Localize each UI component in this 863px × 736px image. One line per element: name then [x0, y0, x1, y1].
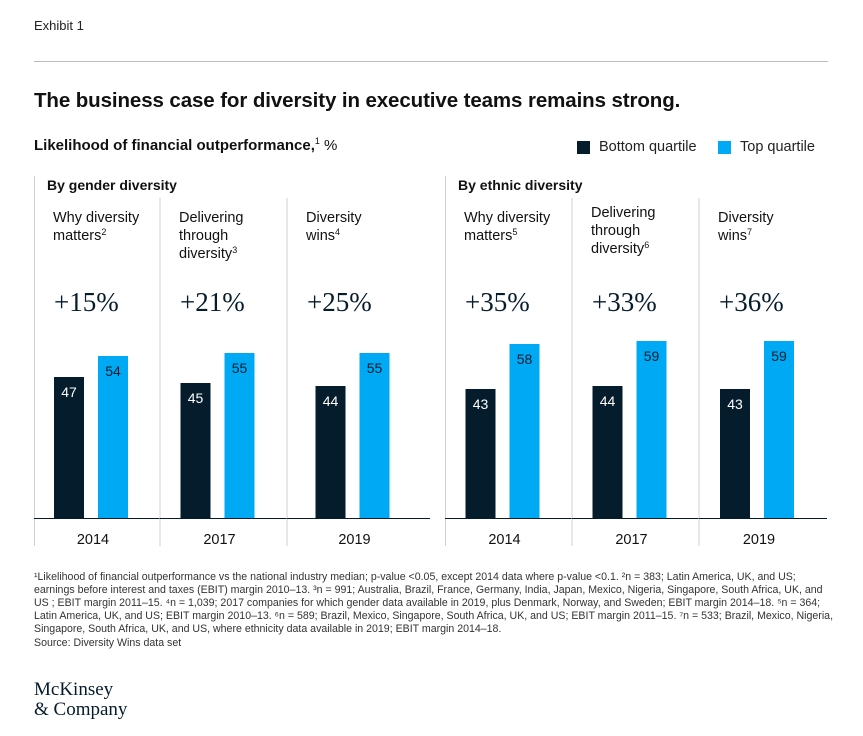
legend-bottom-quartile: Bottom quartile: [577, 139, 697, 155]
bar-value-top: 59: [771, 348, 787, 364]
footnote: ¹Likelihood of financial outperformance …: [34, 571, 834, 635]
panel-delta-label: +33%: [592, 287, 657, 317]
logo-line-1: McKinsey: [34, 679, 114, 700]
mckinsey-logo: McKinsey & Company: [34, 680, 127, 720]
subtitle-text: Likelihood of financial outperformance,: [34, 137, 315, 154]
bar-value-bottom: 45: [188, 390, 204, 406]
bar-top-quartile: [636, 341, 667, 518]
panel-report-label: Diversity: [306, 210, 362, 226]
panel-report-label: wins7: [717, 227, 752, 244]
bar-bottom-quartile: [592, 386, 623, 518]
bar-value-bottom: 44: [323, 393, 339, 409]
bar-chart: Why diversitymatters2+15%47542014Deliver…: [34, 198, 827, 548]
panel-report-label: diversity6: [591, 240, 649, 257]
legend-top-quartile: Top quartile: [718, 139, 815, 155]
bar-value-top: 59: [644, 348, 660, 364]
source-note: Source: Diversity Wins data set: [34, 637, 182, 649]
bar-value-bottom: 44: [600, 393, 616, 409]
exhibit-label: Exhibit 1: [34, 18, 84, 33]
chart-title: The business case for diversity in execu…: [34, 89, 681, 112]
panel-report-label: Why diversity: [53, 210, 140, 226]
bar-top-quartile: [509, 344, 540, 518]
group-title-gender: By gender diversity: [47, 177, 177, 193]
year-tick-label: 2014: [488, 532, 520, 548]
bar-bottom-quartile: [720, 389, 750, 518]
panel-report-label: Delivering: [179, 210, 243, 226]
panel-delta-label: +15%: [54, 287, 119, 317]
bar-value-bottom: 47: [61, 384, 77, 400]
legend-label-top: Top quartile: [740, 139, 815, 155]
panel-delta-label: +25%: [307, 287, 372, 317]
subtitle-unit: %: [319, 137, 338, 154]
bar-value-top: 58: [517, 351, 533, 367]
chart-subtitle: Likelihood of financial outperformance,1…: [34, 136, 337, 154]
panel-report-label: matters5: [464, 227, 517, 244]
bar-value-top: 54: [105, 363, 121, 379]
panel-delta-label: +35%: [465, 287, 530, 317]
legend-swatch-bottom: [577, 140, 590, 154]
bar-bottom-quartile: [54, 377, 84, 518]
year-tick-label: 2017: [615, 532, 647, 548]
group-title-ethnic: By ethnic diversity: [458, 177, 583, 193]
bar-top-quartile: [224, 353, 255, 518]
year-tick-label: 2019: [338, 532, 370, 548]
bar-value-top: 55: [367, 360, 383, 376]
panel-report-label: Diversity: [718, 210, 774, 226]
bar-top-quartile: [359, 353, 390, 518]
bar-bottom-quartile: [465, 389, 496, 518]
bar-value-top: 55: [232, 360, 248, 376]
year-tick-label: 2019: [743, 532, 775, 548]
panel-report-label: wins4: [305, 227, 340, 244]
group-gender-diversity: By gender diversity: [34, 176, 431, 546]
panel-report-label: through: [591, 223, 640, 239]
group-ethnic-diversity: By ethnic diversity: [445, 176, 828, 546]
bar-top-quartile: [98, 356, 128, 518]
panel-delta-label: +36%: [719, 287, 784, 317]
bar-top-quartile: [764, 341, 794, 518]
panel-report-label: diversity3: [179, 245, 237, 262]
bar-bottom-quartile: [180, 383, 211, 518]
logo-line-2: & Company: [34, 699, 128, 720]
panel-report-label: through: [179, 228, 228, 244]
legend-swatch-top: [718, 140, 731, 154]
bar-value-bottom: 43: [727, 396, 743, 412]
year-tick-label: 2017: [203, 532, 235, 548]
top-divider: [34, 61, 828, 62]
bar-value-bottom: 43: [473, 396, 489, 412]
legend-label-bottom: Bottom quartile: [599, 139, 697, 155]
bar-bottom-quartile: [315, 386, 346, 518]
panel-report-label: matters2: [53, 227, 106, 244]
panel-delta-label: +21%: [180, 287, 245, 317]
subtitle-footnote-marker: 1: [314, 136, 320, 146]
panel-report-label: Delivering: [591, 205, 655, 221]
year-tick-label: 2014: [77, 532, 109, 548]
panel-report-label: Why diversity: [464, 210, 551, 226]
